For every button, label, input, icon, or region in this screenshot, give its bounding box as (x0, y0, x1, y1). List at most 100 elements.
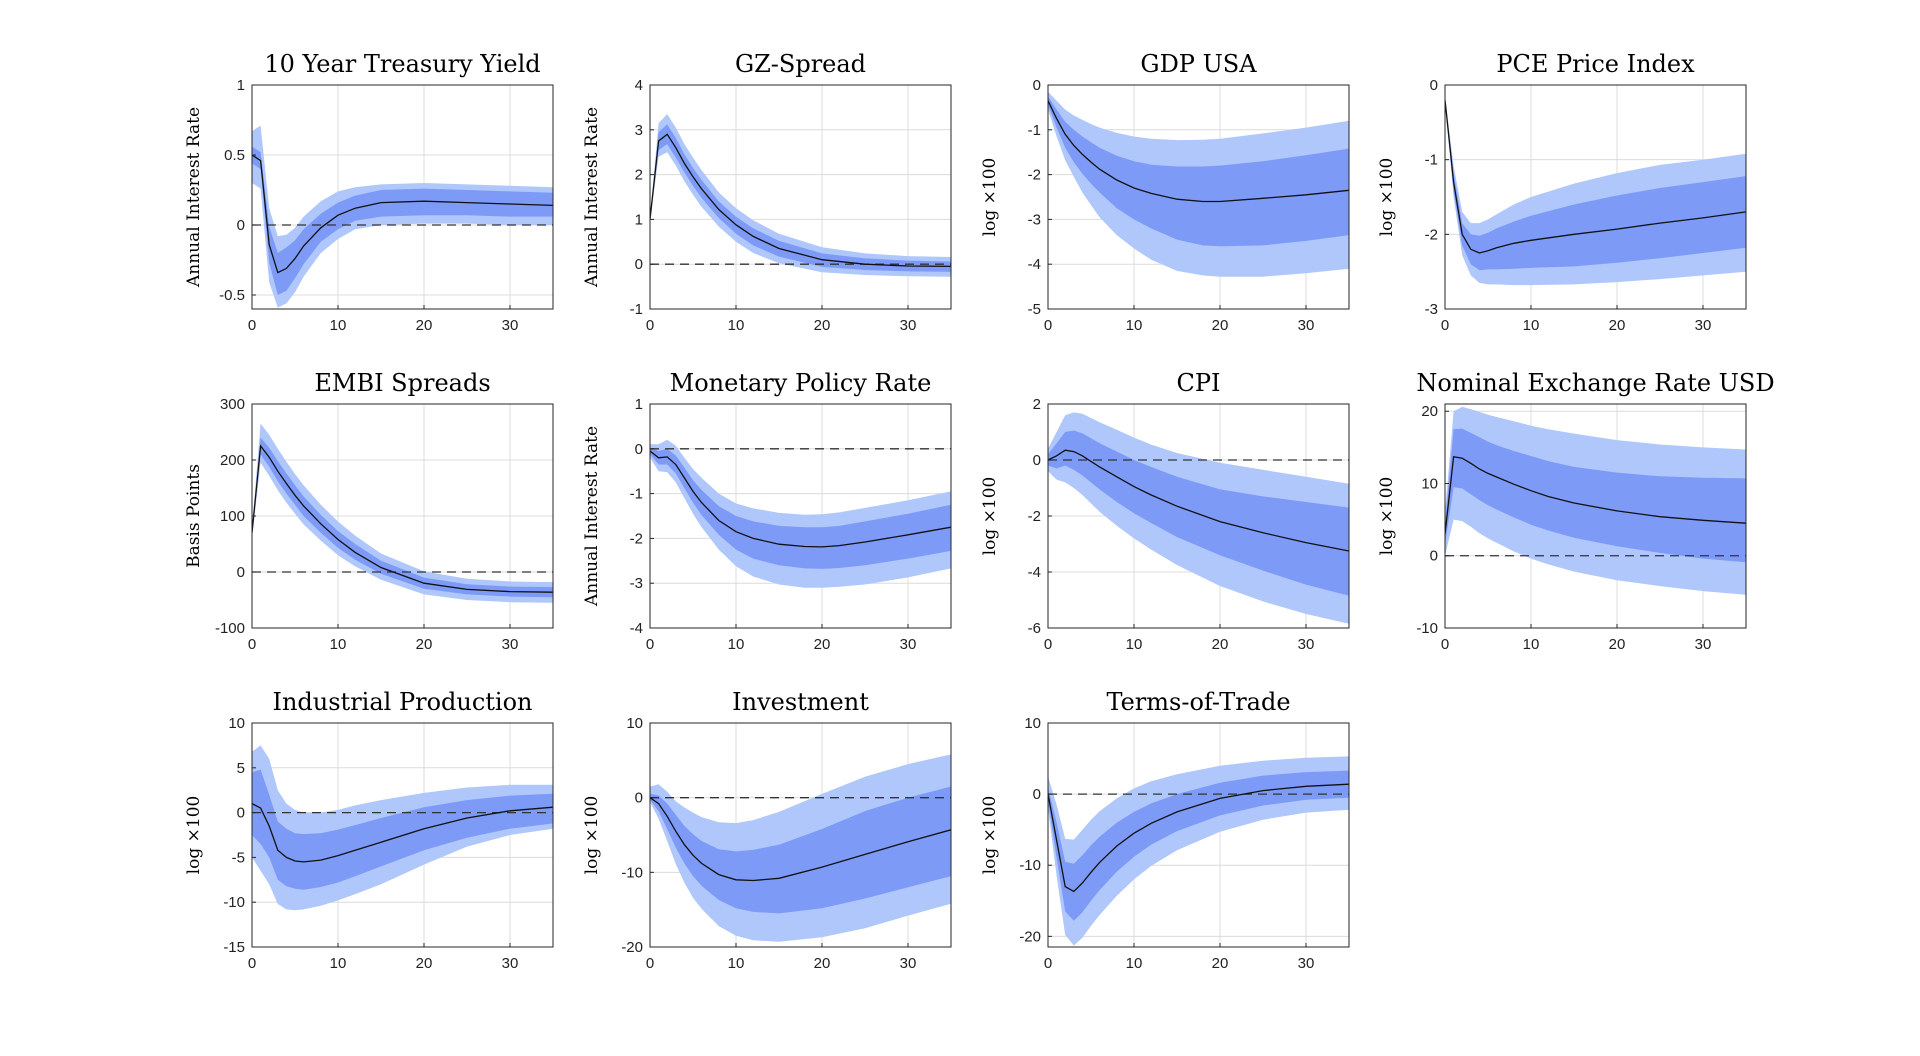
x-tick-label: 30 (900, 955, 917, 972)
inner-confidence-band (252, 146, 553, 295)
y-tick-label: 0 (1033, 77, 1041, 94)
median-response-line (1445, 455, 1746, 535)
y-tick-label: -1 (1425, 152, 1438, 169)
y-tick-label: 20 (1421, 403, 1438, 420)
x-tick-label: 0 (1044, 317, 1052, 334)
median-response-line (252, 154, 553, 274)
x-tick-label: 10 (1523, 636, 1540, 653)
y-tick-label: 0 (1033, 452, 1041, 469)
y-tick-label: -2 (1425, 226, 1438, 243)
x-tick-label: 30 (1695, 317, 1712, 334)
axes-frame (251, 84, 554, 310)
chart-panel: 0 10 20 30 -20 -10 0 10 Investment log ×100 (582, 688, 952, 972)
x-tick-label: 20 (1609, 636, 1626, 653)
x-tick-label: 30 (502, 955, 519, 972)
chart-title: Terms-of-Trade (1106, 688, 1290, 716)
y-tick-label: -0.5 (219, 287, 245, 304)
inner-confidence-band (252, 769, 553, 890)
x-tick-label: 20 (1212, 317, 1229, 334)
chart-panel: 0 10 20 30 -3 -2 -1 0 PCE Price Index log ×100 (1377, 50, 1747, 334)
x-tick-label: 30 (1298, 317, 1315, 334)
y-tick-label: 10 (1421, 475, 1438, 492)
median-response-line (1048, 449, 1349, 552)
y-tick-label: 0.5 (224, 147, 245, 164)
axes-frame (649, 84, 952, 310)
inner-confidence-band (252, 437, 553, 598)
y-tick-label: -10 (223, 894, 245, 911)
chart-title: Investment (732, 688, 869, 716)
median-response-line (1445, 99, 1746, 254)
y-tick-label: 0 (237, 805, 245, 822)
y-tick-label: 0 (635, 790, 643, 807)
x-tick-label: 20 (416, 636, 433, 653)
y-tick-label: -3 (1028, 211, 1041, 228)
x-tick-label: 10 (330, 317, 347, 334)
y-tick-label: -6 (1028, 620, 1041, 637)
y-tick-label: -4 (1028, 564, 1041, 581)
chart-title: CPI (1177, 369, 1221, 397)
y-axis-label: log ×100 (980, 796, 1000, 875)
median-response-line (1048, 100, 1349, 203)
y-tick-label: -2 (630, 530, 643, 547)
y-tick-label: 1 (635, 211, 643, 228)
x-tick-label: 0 (1044, 636, 1052, 653)
x-tick-label: 30 (502, 636, 519, 653)
x-tick-label: 20 (1609, 317, 1626, 334)
inner-confidence-band (1048, 430, 1349, 596)
y-tick-label: 10 (626, 715, 643, 732)
y-axis-label: log ×100 (980, 477, 1000, 556)
x-tick-label: 20 (1212, 955, 1229, 972)
y-axis-label: Basis Points (184, 464, 204, 568)
y-axis-label: Annual Interest Rate (582, 107, 602, 288)
x-tick-label: 30 (502, 317, 519, 334)
y-axis-label: log ×100 (582, 796, 602, 875)
y-tick-label: 0 (635, 441, 643, 458)
x-tick-label: 0 (1044, 955, 1052, 972)
x-tick-label: 10 (728, 636, 745, 653)
x-tick-label: 0 (1441, 636, 1449, 653)
x-tick-label: 30 (900, 636, 917, 653)
axes-frame (251, 722, 554, 948)
y-tick-label: 3 (635, 122, 643, 139)
y-tick-label: -2 (1028, 167, 1041, 184)
y-tick-label: -10 (621, 864, 643, 881)
inner-confidence-band (1048, 96, 1349, 247)
x-tick-label: 0 (248, 955, 256, 972)
chart-title: PCE Price Index (1496, 50, 1695, 78)
x-tick-label: 20 (1212, 636, 1229, 653)
chart-title: EMBI Spreads (314, 369, 490, 397)
y-tick-label: -10 (1019, 857, 1041, 874)
y-tick-label: -20 (621, 939, 643, 956)
y-tick-label: -3 (630, 575, 643, 592)
chart-title: Industrial Production (272, 688, 532, 716)
axes-frame (649, 722, 952, 948)
y-tick-label: 10 (1024, 715, 1041, 732)
x-tick-label: 20 (814, 636, 831, 653)
y-tick-label: -20 (1019, 928, 1041, 945)
y-tick-label: 0 (237, 564, 245, 581)
axes-frame (1444, 84, 1747, 310)
median-response-line (650, 797, 951, 882)
y-tick-label: -1 (630, 301, 643, 318)
y-tick-label: 0 (1430, 77, 1438, 94)
y-axis-label: log ×100 (1377, 158, 1397, 237)
chart-panel: 0 10 20 30 -5 -4 -3 -2 -1 0 GDP USA log ×100 (980, 50, 1350, 334)
chart-title: Monetary Policy Rate (670, 369, 932, 397)
inner-confidence-band (650, 124, 951, 272)
y-tick-label: -5 (1028, 301, 1041, 318)
y-tick-label: 1 (237, 77, 245, 94)
median-response-line (252, 803, 553, 863)
x-tick-label: 20 (416, 955, 433, 972)
y-tick-label: 10 (228, 715, 245, 732)
x-tick-label: 10 (728, 955, 745, 972)
x-tick-label: 10 (1126, 636, 1143, 653)
x-tick-label: 20 (416, 317, 433, 334)
y-axis-label: log ×100 (184, 796, 204, 875)
x-tick-label: 0 (248, 317, 256, 334)
x-tick-label: 0 (646, 317, 654, 334)
chart-title: Nominal Exchange Rate USD (1416, 369, 1774, 397)
median-response-line (252, 444, 553, 593)
